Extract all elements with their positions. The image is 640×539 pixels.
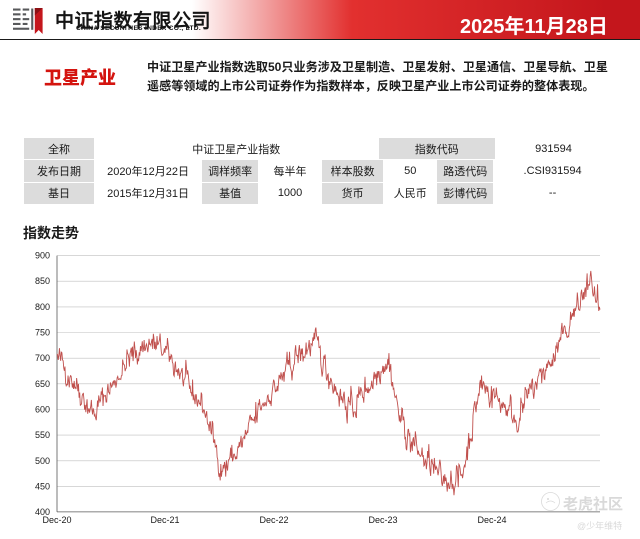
svg-text:Dec-23: Dec-23 <box>368 515 397 525</box>
svg-text:900: 900 <box>35 251 50 261</box>
svg-text:550: 550 <box>35 430 50 440</box>
svg-text:Dec-24: Dec-24 <box>477 515 506 525</box>
svg-text:500: 500 <box>35 456 50 466</box>
svg-text:650: 650 <box>35 379 50 389</box>
svg-text:700: 700 <box>35 353 50 363</box>
svg-text:450: 450 <box>35 481 50 491</box>
svg-text:Dec-21: Dec-21 <box>150 515 179 525</box>
svg-text:750: 750 <box>35 328 50 338</box>
svg-text:600: 600 <box>35 405 50 415</box>
svg-text:Dec-22: Dec-22 <box>259 515 288 525</box>
svg-text:850: 850 <box>35 276 50 286</box>
svg-text:Dec-20: Dec-20 <box>42 515 71 525</box>
svg-text:800: 800 <box>35 302 50 312</box>
